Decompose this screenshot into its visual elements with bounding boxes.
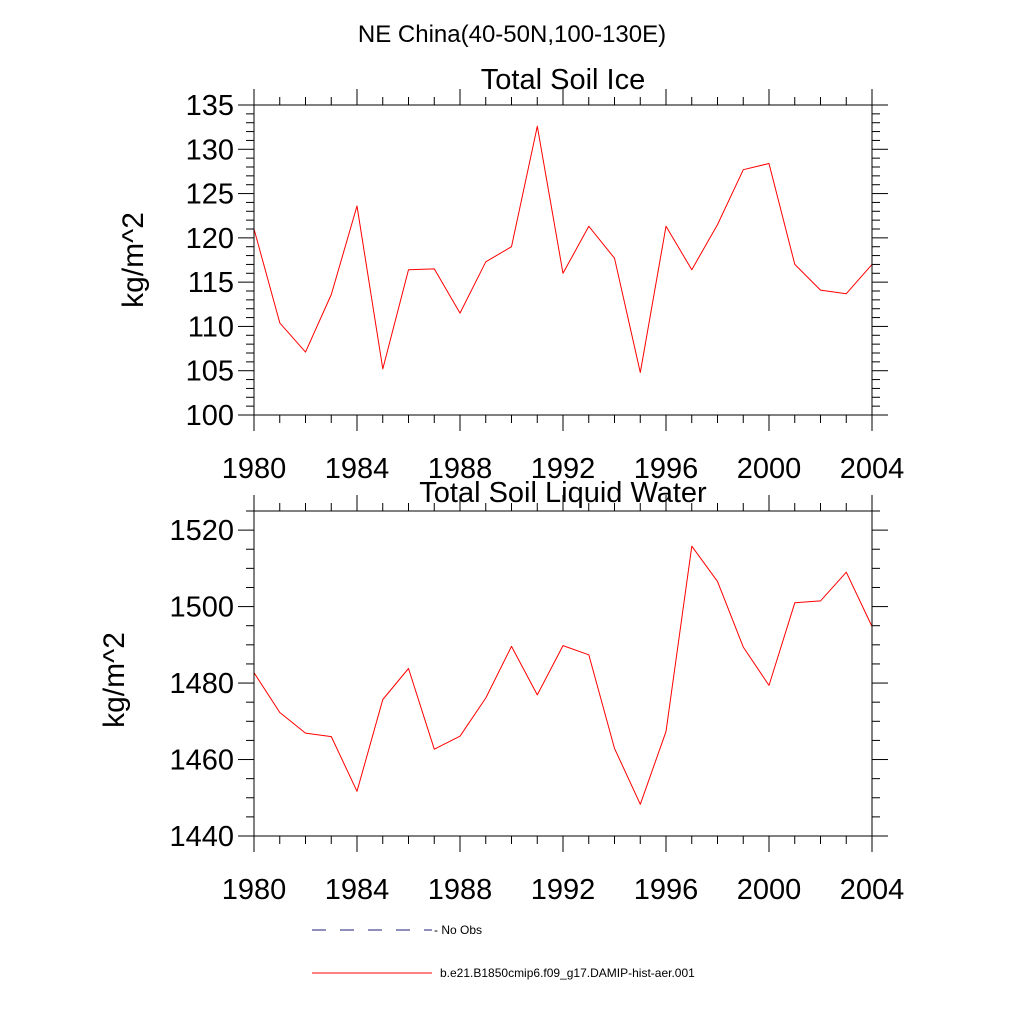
plot-frame xyxy=(253,104,873,416)
y-axis-label: kg/m^2 xyxy=(98,632,131,728)
series-lines xyxy=(253,545,873,805)
y-tick-label: 120 xyxy=(186,223,234,255)
x-tick-label: 1996 xyxy=(634,874,699,906)
legend-item-series: b.e21.B1850cmip6.f09_g17.DAMIP-hist-aer.… xyxy=(312,966,695,980)
y-tick-label: 130 xyxy=(186,134,234,166)
plot-frame xyxy=(253,510,873,837)
legend-label-no-obs: - No Obs xyxy=(434,923,482,937)
y-tick-label: 1480 xyxy=(169,668,234,700)
x-tick-label: 1988 xyxy=(428,453,493,485)
y-tick-label: 135 xyxy=(186,90,234,122)
x-tick-label: 2004 xyxy=(840,874,905,906)
legend-label-series: b.e21.B1850cmip6.f09_g17.DAMIP-hist-aer.… xyxy=(440,966,695,980)
figure-title: NE China(40-50N,100-130E) xyxy=(358,21,666,48)
y-tick-label: 105 xyxy=(186,356,234,388)
x-tick-label: 1980 xyxy=(222,874,287,906)
x-tick-label: 2004 xyxy=(840,453,905,485)
axis-ticks xyxy=(238,495,888,852)
y-tick-label: 125 xyxy=(186,179,234,211)
series-line xyxy=(253,125,873,373)
x-tick-label: 1984 xyxy=(325,453,390,485)
x-tick-label: 1984 xyxy=(325,874,390,906)
legend: - No Obs b.e21.B1850cmip6.f09_g17.DAMIP-… xyxy=(312,923,695,980)
axis-tick-labels: 1980 1984 1988 1992 1996 2000 2004 100 105 110 115… xyxy=(186,90,905,485)
x-tick-label: 1988 xyxy=(428,874,493,906)
axis-ticks xyxy=(238,89,888,431)
y-tick-label: 100 xyxy=(186,400,234,432)
y-tick-label: 1500 xyxy=(169,592,234,624)
y-tick-label: 1460 xyxy=(169,745,234,777)
panel-total-soil-liquid-water: Total Soil Liquid Water kg/m^2 1980 1984 1… xyxy=(98,477,904,906)
panel-total-soil-ice: Total Soil Ice kg/m^2 1980 1984 1988 1992 19… xyxy=(117,64,904,485)
y-tick-label: 1520 xyxy=(169,515,234,547)
x-tick-label: 2000 xyxy=(737,874,802,906)
legend-item-no-obs: - No Obs xyxy=(312,923,482,937)
series-line xyxy=(253,545,873,805)
y-tick-label: 115 xyxy=(188,267,234,299)
series-lines xyxy=(253,125,873,373)
axis-tick-labels: 1980 1984 1988 1992 1996 2000 2004 1440 1460 1480… xyxy=(169,515,904,906)
x-tick-label: 1980 xyxy=(222,453,287,485)
x-tick-label: 1992 xyxy=(531,453,596,485)
y-axis-label: kg/m^2 xyxy=(117,212,150,308)
x-tick-label: 1996 xyxy=(634,453,699,485)
y-tick-label: 1440 xyxy=(169,821,234,853)
x-tick-label: 1992 xyxy=(531,874,596,906)
y-tick-label: 110 xyxy=(188,311,234,343)
x-tick-label: 2000 xyxy=(737,453,802,485)
